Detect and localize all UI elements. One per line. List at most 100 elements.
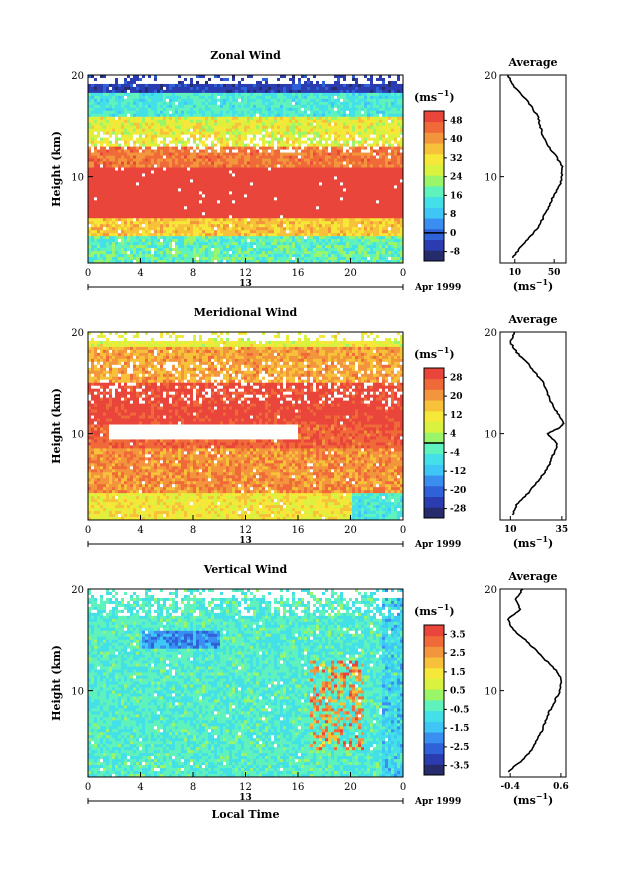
heatmap-cell xyxy=(280,176,284,180)
heatmap-cell xyxy=(106,155,110,159)
heatmap-cell xyxy=(187,122,191,127)
heatmap-cell xyxy=(193,230,197,234)
heatmap-cell xyxy=(304,176,308,180)
heatmap-cell xyxy=(88,122,92,127)
heatmap-cell xyxy=(256,170,260,174)
heatmap-cell xyxy=(214,194,218,198)
heatmap-cell xyxy=(277,125,281,130)
heatmap-cell xyxy=(100,143,104,147)
heatmap-cell xyxy=(145,194,149,198)
heatmap-cell xyxy=(193,242,197,246)
heatmap-cell xyxy=(223,191,227,195)
heatmap-cell xyxy=(154,113,158,118)
heatmap-cell xyxy=(217,167,221,171)
heatmap-cell xyxy=(136,125,140,130)
heatmap-cell xyxy=(175,242,179,246)
heatmap-cell xyxy=(109,221,113,225)
heatmap-cell xyxy=(214,254,218,258)
heatmap-cell xyxy=(142,95,146,100)
heatmap-cell xyxy=(115,89,119,94)
heatmap-cell xyxy=(199,257,203,261)
heatmap-cell xyxy=(166,116,170,121)
heatmap-cell xyxy=(319,95,323,100)
heatmap-cell xyxy=(142,158,146,162)
heatmap-cell xyxy=(262,224,266,228)
heatmap-cell xyxy=(292,116,296,121)
heatmap-cell xyxy=(289,137,293,141)
heatmap-cell xyxy=(295,254,299,258)
heatmap-cell xyxy=(160,128,164,133)
heatmap-cell xyxy=(94,95,98,100)
heatmap-cell xyxy=(127,182,131,186)
heatmap-cell xyxy=(205,75,209,79)
heatmap-cell xyxy=(253,161,257,165)
heatmap-cell xyxy=(88,146,92,150)
heatmap-cell xyxy=(304,209,308,213)
heatmap-cell xyxy=(94,92,98,97)
heatmap-cell xyxy=(310,104,314,109)
heatmap-cell xyxy=(196,146,200,150)
heatmap-cell xyxy=(271,194,275,198)
heatmap-cell xyxy=(271,242,275,246)
heatmap-cell xyxy=(124,146,128,150)
heatmap-cell xyxy=(313,95,317,100)
heatmap-cell xyxy=(139,152,143,156)
heatmap-cell xyxy=(217,242,221,246)
heatmap-cell xyxy=(199,164,203,168)
heatmap-cell xyxy=(178,251,182,255)
heatmap-cell xyxy=(100,110,104,115)
heatmap-cell xyxy=(97,146,101,150)
heatmap-cell xyxy=(256,122,260,127)
heatmap-cell xyxy=(295,158,299,162)
heatmap-cell xyxy=(271,227,275,231)
heatmap-cell xyxy=(202,107,206,112)
heatmap-cell xyxy=(286,125,290,130)
heatmap-cell xyxy=(196,215,200,219)
heatmap-cell xyxy=(283,158,287,162)
heatmap-cell xyxy=(220,254,224,258)
heatmap-cell xyxy=(214,248,218,252)
heatmap-cell xyxy=(286,95,290,100)
heatmap-cell xyxy=(226,185,230,189)
heatmap-cell xyxy=(202,197,206,201)
heatmap-cell xyxy=(250,92,254,97)
heatmap-cell xyxy=(319,164,323,168)
heatmap-cell xyxy=(202,137,206,141)
heatmap-cell xyxy=(97,197,101,201)
heatmap-cell xyxy=(160,83,164,88)
heatmap-cell xyxy=(283,155,287,159)
heatmap-cell xyxy=(106,257,110,261)
heatmap-cell xyxy=(184,170,188,174)
heatmap-cell xyxy=(268,170,272,174)
heatmap-cell xyxy=(133,116,137,121)
heatmap-cell xyxy=(109,227,113,231)
heatmap-cell xyxy=(256,161,260,165)
heatmap-cell xyxy=(289,119,293,124)
heatmap-cell xyxy=(109,146,113,150)
heatmap-cell xyxy=(190,125,194,130)
heatmap-cell xyxy=(289,101,293,106)
heatmap-cell xyxy=(127,227,131,231)
heatmap-cell xyxy=(250,173,254,177)
heatmap-cell xyxy=(148,155,152,159)
heatmap-cell xyxy=(292,257,296,261)
heatmap-cell xyxy=(127,149,131,153)
heatmap-cell xyxy=(97,176,101,180)
heatmap-cell xyxy=(304,134,308,139)
heatmap-cell xyxy=(91,128,95,133)
heatmap-cell xyxy=(316,140,320,144)
heatmap-cell xyxy=(145,140,149,144)
heatmap-cell xyxy=(178,230,182,234)
heatmap-cell xyxy=(109,254,113,258)
heatmap-cell xyxy=(145,149,149,153)
heatmap-cell xyxy=(127,251,131,255)
heatmap-cell xyxy=(211,104,215,109)
heatmap-cell xyxy=(199,236,203,240)
heatmap-cell xyxy=(283,251,287,255)
heatmap-cell xyxy=(244,200,248,204)
heatmap-cell xyxy=(88,125,92,130)
heatmap-cell xyxy=(205,221,209,225)
heatmap-cell xyxy=(322,131,326,136)
heatmap-cell xyxy=(142,122,146,127)
heatmap-cell xyxy=(277,200,281,204)
